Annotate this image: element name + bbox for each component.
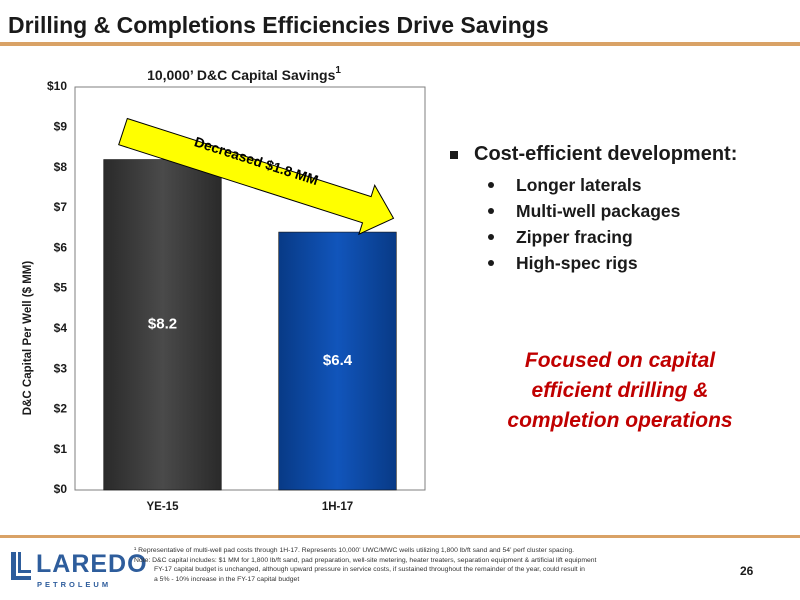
y-tick-label: $3 xyxy=(54,361,68,375)
chart-title: 10,000’ D&C Capital Savings1 xyxy=(147,65,341,83)
footnote-1: ¹ Representative of multi-well pad costs… xyxy=(134,547,574,554)
x-tick-label: 1H-17 xyxy=(322,501,353,513)
footnote-note-line: a 5% - 10% increase in the FY-17 capital… xyxy=(154,575,300,583)
footnotes: ¹ Representative of multi-well pad costs… xyxy=(134,546,714,584)
y-tick-label: $1 xyxy=(54,442,68,456)
sub-bullet-item: Zipper fracing xyxy=(488,224,790,250)
y-tick-label: $6 xyxy=(54,240,68,254)
logo-subtitle: PETROLEUM xyxy=(37,580,112,589)
dot-bullet-icon xyxy=(488,234,494,240)
logo-name: LAREDO xyxy=(36,550,148,578)
dot-bullet-icon xyxy=(488,260,494,266)
sub-bullet-label: Longer laterals xyxy=(516,174,642,195)
callout-line: efficient drilling & xyxy=(531,379,709,402)
footnote-note-line: Note: D&C capital includes: $1 MM for 1,… xyxy=(134,556,597,564)
bar-ye-15 xyxy=(103,159,222,491)
y-tick-label: $8 xyxy=(54,160,68,174)
plot-area xyxy=(74,86,426,491)
callout-line: Focused on capital xyxy=(524,349,716,372)
logo-mark-icon xyxy=(11,552,31,580)
square-bullet-icon xyxy=(450,150,458,159)
slide-title: Drilling & Completions Efficiencies Driv… xyxy=(8,12,549,38)
bar-data-label: $8.2 xyxy=(148,316,177,333)
dot-bullet-icon xyxy=(488,208,494,214)
y-tick-label: $7 xyxy=(54,200,68,214)
company-logo: LAREDO PETROLEUM xyxy=(8,550,147,592)
bullet-list: Cost-efficient development: Longer later… xyxy=(450,143,790,276)
bullet-main-label: Cost-efficient development: xyxy=(474,143,738,165)
y-tick-label: $2 xyxy=(54,402,68,416)
sub-bullet-label: High-spec rigs xyxy=(516,252,638,273)
footnote-note-line: FY-17 capital budget is unchanged, altho… xyxy=(154,566,585,573)
y-tick-label: $0 xyxy=(54,482,68,496)
callout-line: completion operations xyxy=(507,409,733,432)
bar-data-label: $6.4 xyxy=(323,352,353,369)
footer-rule xyxy=(0,535,800,538)
decrease-arrow-shape xyxy=(118,117,395,236)
bar-1h-17 xyxy=(278,231,397,491)
page-number: 26 xyxy=(740,564,754,578)
y-tick-label: $5 xyxy=(54,281,68,295)
title-rule xyxy=(0,42,800,46)
sub-bullet-item: High-spec rigs xyxy=(488,250,790,276)
y-tick-label: $9 xyxy=(54,119,68,133)
dot-bullet-icon xyxy=(488,182,494,188)
sub-bullet-label: Multi-well packages xyxy=(516,200,681,221)
y-tick-label: $4 xyxy=(54,321,68,335)
callout-text: Focused on capital efficient drilling & … xyxy=(470,346,770,436)
sub-bullet-item: Multi-well packages xyxy=(488,198,790,224)
sub-bullet-list: Longer laterals Multi-well packages Zipp… xyxy=(450,172,790,276)
y-axis-label: D&C Capital Per Well ($ MM) xyxy=(22,261,34,416)
bar-chart: 10,000’ D&C Capital Savings1 $0 $1 $2 $3 $4 $… xyxy=(22,65,426,513)
y-tick-label: $10 xyxy=(47,79,67,93)
sub-bullet-label: Zipper fracing xyxy=(516,226,633,247)
x-tick-label: YE-15 xyxy=(147,501,180,513)
bullet-main: Cost-efficient development: xyxy=(450,143,790,166)
sub-bullet-item: Longer laterals xyxy=(488,172,790,198)
